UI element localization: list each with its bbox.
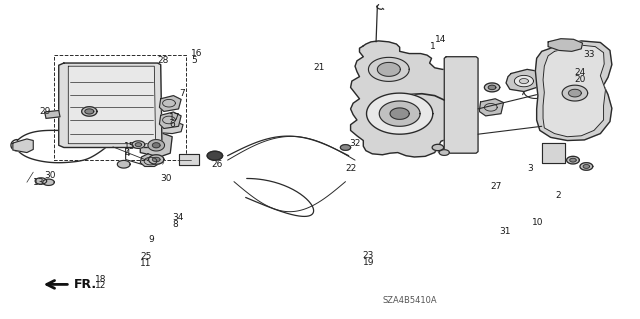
Polygon shape (13, 139, 33, 152)
Polygon shape (140, 133, 172, 157)
Text: 24: 24 (574, 68, 586, 77)
Polygon shape (380, 101, 420, 126)
Polygon shape (103, 122, 138, 140)
Polygon shape (59, 63, 162, 147)
Text: 18: 18 (95, 275, 107, 284)
Polygon shape (351, 41, 465, 157)
Text: 20: 20 (574, 75, 586, 84)
Polygon shape (85, 109, 94, 114)
Text: SZA4B5410A: SZA4B5410A (383, 296, 437, 305)
Text: 4: 4 (124, 149, 130, 158)
Text: FR.: FR. (74, 278, 97, 291)
Polygon shape (568, 89, 581, 97)
Polygon shape (543, 45, 605, 137)
Polygon shape (488, 85, 496, 90)
Polygon shape (484, 83, 500, 92)
Polygon shape (562, 85, 588, 101)
Text: 7: 7 (179, 89, 185, 98)
Text: 26: 26 (212, 160, 223, 169)
Text: 11: 11 (140, 259, 152, 268)
Polygon shape (68, 66, 156, 144)
Text: 22: 22 (346, 165, 356, 174)
Text: 28: 28 (157, 56, 169, 65)
Text: 12: 12 (95, 281, 106, 291)
Polygon shape (152, 157, 160, 162)
Text: 30: 30 (161, 174, 172, 183)
Polygon shape (444, 57, 478, 153)
Text: 6: 6 (169, 120, 175, 129)
Text: 5: 5 (191, 56, 197, 65)
Polygon shape (548, 39, 582, 51)
Polygon shape (536, 41, 612, 141)
Polygon shape (570, 158, 576, 162)
Text: 32: 32 (349, 139, 361, 148)
Polygon shape (439, 150, 449, 155)
Text: 10: 10 (532, 218, 544, 226)
Text: 15: 15 (124, 142, 136, 151)
Polygon shape (432, 144, 444, 151)
Polygon shape (340, 145, 351, 150)
Polygon shape (140, 154, 161, 167)
Text: 29: 29 (40, 107, 51, 116)
Polygon shape (506, 69, 543, 92)
Polygon shape (148, 155, 164, 164)
Text: 21: 21 (314, 63, 325, 72)
Polygon shape (117, 160, 130, 168)
Text: 9: 9 (148, 235, 154, 244)
Text: 3: 3 (528, 165, 534, 174)
Text: 19: 19 (363, 258, 374, 267)
Polygon shape (45, 110, 60, 118)
Text: 8: 8 (172, 220, 178, 229)
Polygon shape (378, 63, 400, 76)
Polygon shape (515, 75, 534, 87)
Polygon shape (179, 154, 199, 165)
Polygon shape (369, 57, 409, 81)
Text: 14: 14 (435, 35, 446, 44)
Polygon shape (99, 118, 148, 142)
Polygon shape (159, 96, 181, 111)
Polygon shape (367, 93, 433, 134)
Polygon shape (479, 99, 504, 116)
Text: 17: 17 (169, 113, 180, 122)
Text: 23: 23 (363, 251, 374, 260)
Text: 13: 13 (33, 178, 45, 187)
Text: 31: 31 (500, 227, 511, 236)
Polygon shape (82, 107, 97, 116)
Text: 27: 27 (491, 182, 502, 191)
Text: 2: 2 (555, 191, 561, 200)
Polygon shape (583, 165, 589, 168)
Text: 34: 34 (172, 213, 184, 222)
Polygon shape (152, 143, 160, 148)
Polygon shape (390, 108, 409, 119)
Polygon shape (207, 151, 223, 160)
Text: 33: 33 (583, 50, 595, 59)
Text: 16: 16 (191, 49, 203, 58)
Polygon shape (159, 122, 183, 134)
Polygon shape (132, 141, 145, 148)
Text: 25: 25 (140, 252, 152, 261)
Polygon shape (43, 179, 54, 185)
Text: 1: 1 (429, 42, 435, 51)
Polygon shape (520, 78, 529, 84)
Polygon shape (566, 156, 579, 164)
Polygon shape (580, 163, 593, 170)
Polygon shape (135, 143, 141, 146)
Polygon shape (541, 143, 565, 163)
Polygon shape (159, 112, 181, 129)
Polygon shape (148, 140, 164, 151)
Text: 30: 30 (45, 171, 56, 180)
Polygon shape (35, 178, 47, 184)
